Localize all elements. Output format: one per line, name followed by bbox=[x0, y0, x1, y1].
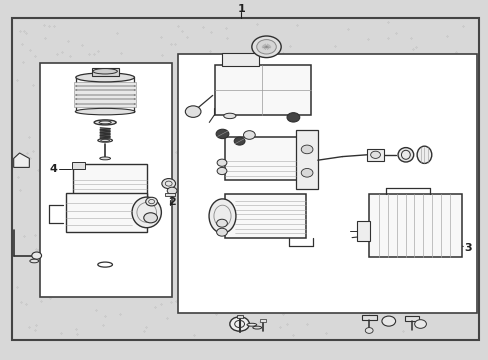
Circle shape bbox=[143, 213, 157, 223]
Circle shape bbox=[216, 129, 228, 139]
Bar bbox=[259, 319, 265, 322]
Circle shape bbox=[145, 197, 157, 206]
Bar bbox=[215, 65, 310, 115]
Circle shape bbox=[216, 228, 227, 236]
Text: 1: 1 bbox=[237, 4, 244, 14]
Circle shape bbox=[301, 145, 312, 154]
Bar bbox=[222, 53, 259, 66]
Bar bbox=[224, 137, 315, 180]
Bar bbox=[73, 164, 146, 198]
Bar bbox=[178, 54, 476, 313]
Ellipse shape bbox=[132, 197, 161, 228]
Bar bbox=[72, 162, 84, 169]
Circle shape bbox=[381, 316, 395, 326]
Ellipse shape bbox=[93, 69, 117, 74]
Text: 2: 2 bbox=[168, 197, 176, 207]
Ellipse shape bbox=[416, 146, 431, 163]
Ellipse shape bbox=[397, 148, 413, 162]
Bar bbox=[74, 90, 136, 94]
Ellipse shape bbox=[246, 323, 256, 326]
Bar bbox=[12, 18, 478, 340]
Ellipse shape bbox=[75, 108, 135, 115]
Circle shape bbox=[32, 252, 41, 259]
Circle shape bbox=[243, 131, 255, 139]
Circle shape bbox=[414, 320, 426, 328]
Ellipse shape bbox=[229, 317, 249, 331]
Circle shape bbox=[167, 187, 177, 194]
Circle shape bbox=[365, 328, 372, 333]
Circle shape bbox=[256, 40, 276, 54]
Circle shape bbox=[162, 179, 175, 189]
Circle shape bbox=[217, 159, 226, 166]
Bar bbox=[404, 316, 418, 321]
Circle shape bbox=[234, 137, 244, 145]
Bar bbox=[92, 68, 119, 76]
Bar bbox=[236, 315, 243, 318]
Bar bbox=[74, 82, 136, 85]
Bar bbox=[74, 95, 136, 98]
Bar bbox=[224, 194, 305, 238]
Circle shape bbox=[217, 167, 226, 175]
Ellipse shape bbox=[76, 73, 134, 82]
Ellipse shape bbox=[94, 120, 116, 125]
Bar bbox=[366, 149, 383, 161]
Ellipse shape bbox=[209, 199, 235, 233]
Circle shape bbox=[216, 219, 227, 227]
Ellipse shape bbox=[98, 139, 112, 142]
Bar bbox=[361, 315, 376, 320]
Bar bbox=[76, 77, 134, 112]
Bar bbox=[164, 193, 174, 196]
Circle shape bbox=[286, 113, 299, 122]
Circle shape bbox=[185, 106, 201, 117]
Text: 3: 3 bbox=[463, 243, 471, 253]
Ellipse shape bbox=[223, 113, 236, 119]
Bar bbox=[368, 194, 461, 257]
Bar bbox=[295, 130, 317, 189]
Polygon shape bbox=[14, 153, 29, 167]
Ellipse shape bbox=[30, 259, 39, 263]
Bar bbox=[74, 86, 136, 89]
Ellipse shape bbox=[100, 157, 110, 160]
Bar bbox=[74, 104, 136, 107]
Circle shape bbox=[251, 36, 281, 58]
Bar bbox=[66, 193, 146, 232]
Text: 4: 4 bbox=[50, 164, 58, 174]
Circle shape bbox=[370, 151, 380, 158]
Bar bbox=[356, 221, 369, 241]
Bar bbox=[40, 63, 172, 297]
Bar bbox=[74, 99, 136, 103]
Circle shape bbox=[301, 168, 312, 177]
